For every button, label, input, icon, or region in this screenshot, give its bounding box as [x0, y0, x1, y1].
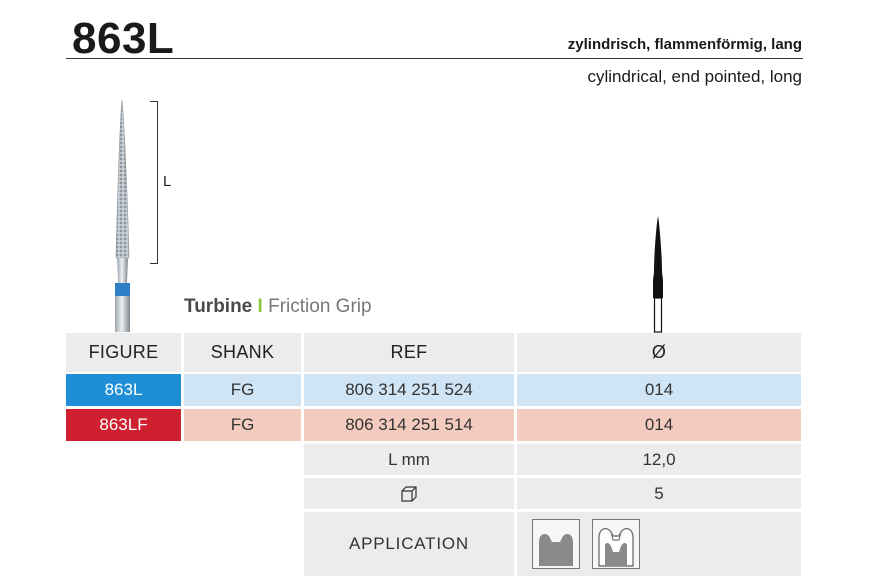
grip-type-label: Turbine	[184, 296, 253, 317]
table-row-1-ref: 806 314 251 524	[304, 374, 514, 406]
table-row-1-shank: FG	[184, 374, 301, 406]
grip-separator: I	[257, 296, 263, 317]
pack-row-value: 5	[517, 478, 801, 509]
bur-photo	[115, 99, 130, 332]
column-header-shank: SHANK	[184, 333, 301, 372]
table-row-2-shank: FG	[184, 409, 301, 441]
column-header-diameter: Ø	[517, 333, 801, 372]
box-icon	[401, 485, 417, 502]
application-label: APPLICATION	[304, 512, 514, 576]
length-row-value: 12,0	[517, 444, 801, 475]
cavity-prep-icon	[532, 519, 580, 569]
grip-name: Friction Grip	[268, 296, 372, 317]
title-rule	[66, 58, 803, 59]
application-icons	[517, 512, 801, 576]
length-row-label: L mm	[304, 444, 514, 475]
bur-schematic	[653, 216, 663, 333]
table-row-2-ref: 806 314 251 514	[304, 409, 514, 441]
crown-prep-icon	[592, 519, 640, 569]
table-row-1-diameter: 014	[517, 374, 801, 406]
table-row-2-diameter: 014	[517, 409, 801, 441]
product-title: 863L	[72, 14, 175, 63]
length-bracket	[150, 101, 158, 264]
column-header-ref: REF	[304, 333, 514, 372]
subtitle-german: zylindrisch, flammenförmig, lang	[567, 36, 802, 53]
pack-row-icon-cell	[304, 478, 514, 509]
grip-type: Turbine I Friction Grip	[184, 296, 372, 318]
table-row-2-figure: 863LF	[66, 409, 181, 441]
table-row-1-figure: 863L	[66, 374, 181, 406]
subtitle-english: cylindrical, end pointed, long	[587, 67, 802, 86]
length-label: L	[163, 173, 172, 190]
column-header-figure: FIGURE	[66, 333, 181, 372]
